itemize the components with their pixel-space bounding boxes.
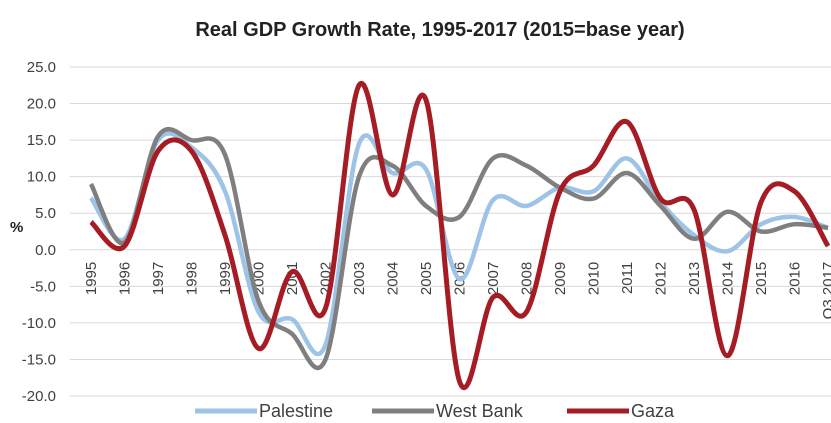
x-tick-label: 2013 [686,262,703,295]
x-tick-label: 1997 [150,262,167,295]
y-tick-label: 15.0 [27,132,56,149]
x-tick-label: 2010 [586,262,603,295]
x-tick-label: 2008 [519,262,536,295]
line-series [89,80,831,391]
x-tick-label: 1995 [83,262,100,295]
x-tick-label: Q3 2017 [820,262,831,320]
x-tick-label: 2005 [418,262,435,295]
x-tick-label: 2011 [619,262,636,294]
x-tick-label: 2016 [787,262,804,295]
legend-label: Palestine [259,401,333,421]
y-tick-label: -15.0 [22,351,56,368]
y-tick-label: 5.0 [35,205,56,222]
x-tick-label: 2007 [485,262,502,295]
line-series [88,127,829,371]
x-tick-label: 1998 [184,262,201,295]
y-tick-label: 25.0 [27,59,56,76]
line-series [89,131,829,357]
x-tick-label: 2004 [385,262,402,295]
chart-title: Real GDP Growth Rate, 1995-2017 (2015=ba… [195,19,684,41]
x-tick-label: 2012 [653,262,670,295]
x-tick-label: 1999 [217,262,234,295]
y-tick-label: 20.0 [27,96,56,113]
x-tick-label: 2009 [552,262,569,295]
x-tick-label: 1996 [117,262,134,295]
y-tick-label: 0.0 [35,242,56,259]
y-tick-label: -5.0 [30,278,56,295]
x-tick-label: 2003 [351,262,368,295]
y-tick-label: -10.0 [22,315,56,332]
x-tick-label: 2014 [720,262,737,295]
y-tick-label: 10.0 [27,169,56,186]
y-axis-label: % [10,219,23,236]
legend-label: West Bank [436,401,524,421]
y-tick-label: -20.0 [22,388,56,405]
legend-label: Gaza [631,401,675,421]
x-tick-label: 2015 [753,262,770,295]
